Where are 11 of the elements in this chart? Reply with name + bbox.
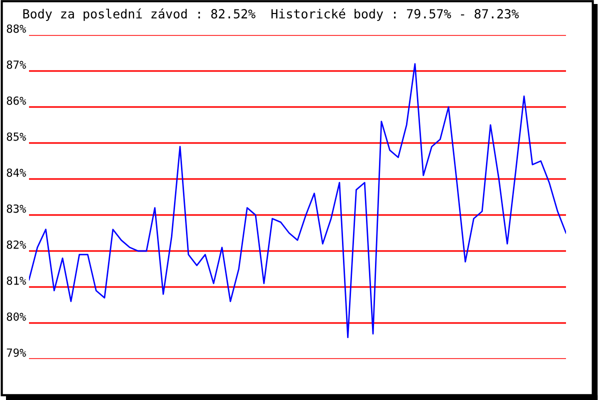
y-tick-label: 79% bbox=[6, 348, 26, 357]
y-tick-label: 82% bbox=[6, 240, 26, 249]
y-tick-label: 83% bbox=[6, 204, 26, 213]
y-tick-label: 81% bbox=[6, 276, 26, 285]
y-tick-label: 87% bbox=[6, 60, 26, 69]
chart-title: Body za poslední závod : 82.52% Historické body : 79.57% - 87.23% bbox=[23, 8, 519, 21]
y-tick-label: 88% bbox=[6, 24, 26, 33]
y-tick-label: 80% bbox=[6, 312, 26, 321]
y-tick-label: 84% bbox=[6, 168, 26, 177]
y-tick-label: 86% bbox=[6, 96, 26, 105]
y-tick-label: 85% bbox=[6, 132, 26, 141]
